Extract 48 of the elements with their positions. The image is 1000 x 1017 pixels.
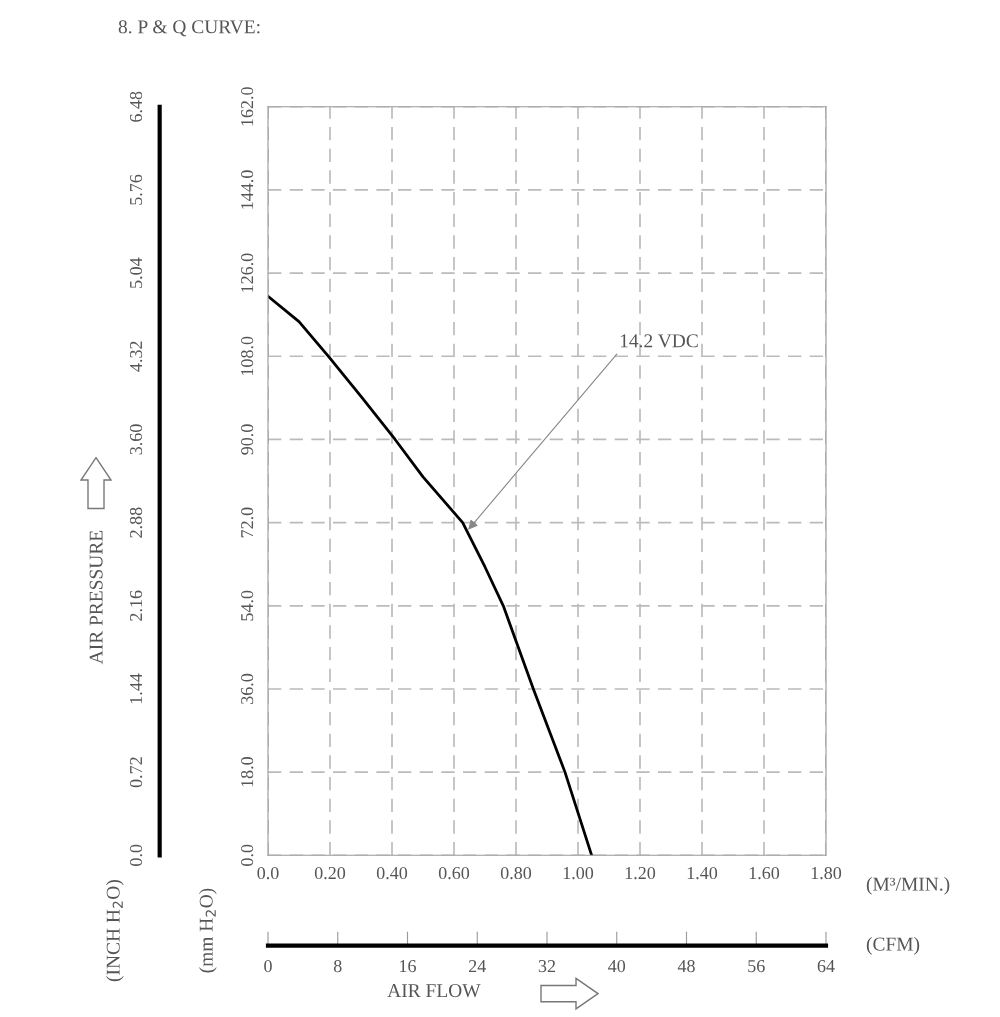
- x2-tick-label: 64: [817, 960, 835, 973]
- y2-tick-label: 4.32: [129, 341, 143, 372]
- annotation: 14.2 VDC: [620, 334, 698, 348]
- y2-axis-title: AIR PRESSURE: [89, 530, 103, 665]
- x2-tick-label: 0: [264, 959, 272, 973]
- y2-tick-label: 0.0: [129, 844, 143, 866]
- x-tick-label: 0.60: [438, 866, 470, 880]
- y-tick-label: 108.0: [241, 336, 254, 376]
- x2-tick-label: 48: [677, 959, 695, 973]
- x-tick-label: 1.20: [625, 866, 656, 880]
- y-tick-label: 54.0: [241, 590, 254, 621]
- x2-tick-label: 8: [333, 959, 342, 973]
- x2-tick-label: 40: [608, 959, 626, 973]
- text: (CFM): [866, 936, 920, 955]
- y2-tick-label: 2.16: [129, 590, 143, 621]
- x-tick-label: 0.0: [257, 866, 279, 880]
- y-tick-label: 90.0: [241, 424, 254, 455]
- x-tick-label: 1.40: [687, 866, 718, 880]
- text: (INCH H$_{2}$O): [106, 880, 124, 982]
- y-tick-label: 144.0: [241, 170, 254, 209]
- y-tick-label: 126.0: [241, 253, 254, 292]
- x2-tick-label: 16: [400, 960, 416, 973]
- x-tick-label: 1.60: [749, 866, 780, 880]
- text: (mm H$_{2}$O): [199, 888, 217, 973]
- text: (M³/MIN.): [866, 876, 950, 895]
- y2-tick-label: 5.04: [129, 257, 143, 288]
- x2-tick-label: 24: [469, 960, 486, 972]
- y-tick-label: 72.0: [241, 507, 254, 538]
- y2-tick-label: 0.72: [129, 757, 143, 788]
- y-tick-label: 0.0: [241, 844, 254, 866]
- x-tick-label: 1.80: [811, 866, 842, 880]
- chart-title: 8. P & Q CURVE:: [118, 20, 260, 37]
- x2-tick-label: 56: [748, 960, 765, 973]
- x-tick-label: 0.40: [376, 866, 408, 880]
- y2-tick-label: 1.44: [130, 673, 143, 704]
- y2-tick-label: 5.76: [129, 174, 143, 205]
- y-tick-label: 162.0: [241, 87, 254, 126]
- x2-tick-label: 32: [538, 960, 556, 973]
- y-tick-label: 18.0: [241, 757, 254, 787]
- y-tick-label: 36.0: [241, 673, 254, 704]
- line-series: [268, 294, 594, 856]
- x-tick-label: 0.20: [314, 866, 346, 880]
- y2-tick-label: 3.60: [129, 424, 143, 455]
- y2-tick-label: 6.48: [129, 91, 143, 122]
- x-tick-label: 0.80: [500, 866, 532, 880]
- x-tick-label: 1.00: [563, 866, 594, 880]
- y2-tick-label: 2.88: [129, 507, 143, 538]
- x-axis-title: AIR FLOW: [387, 984, 481, 998]
